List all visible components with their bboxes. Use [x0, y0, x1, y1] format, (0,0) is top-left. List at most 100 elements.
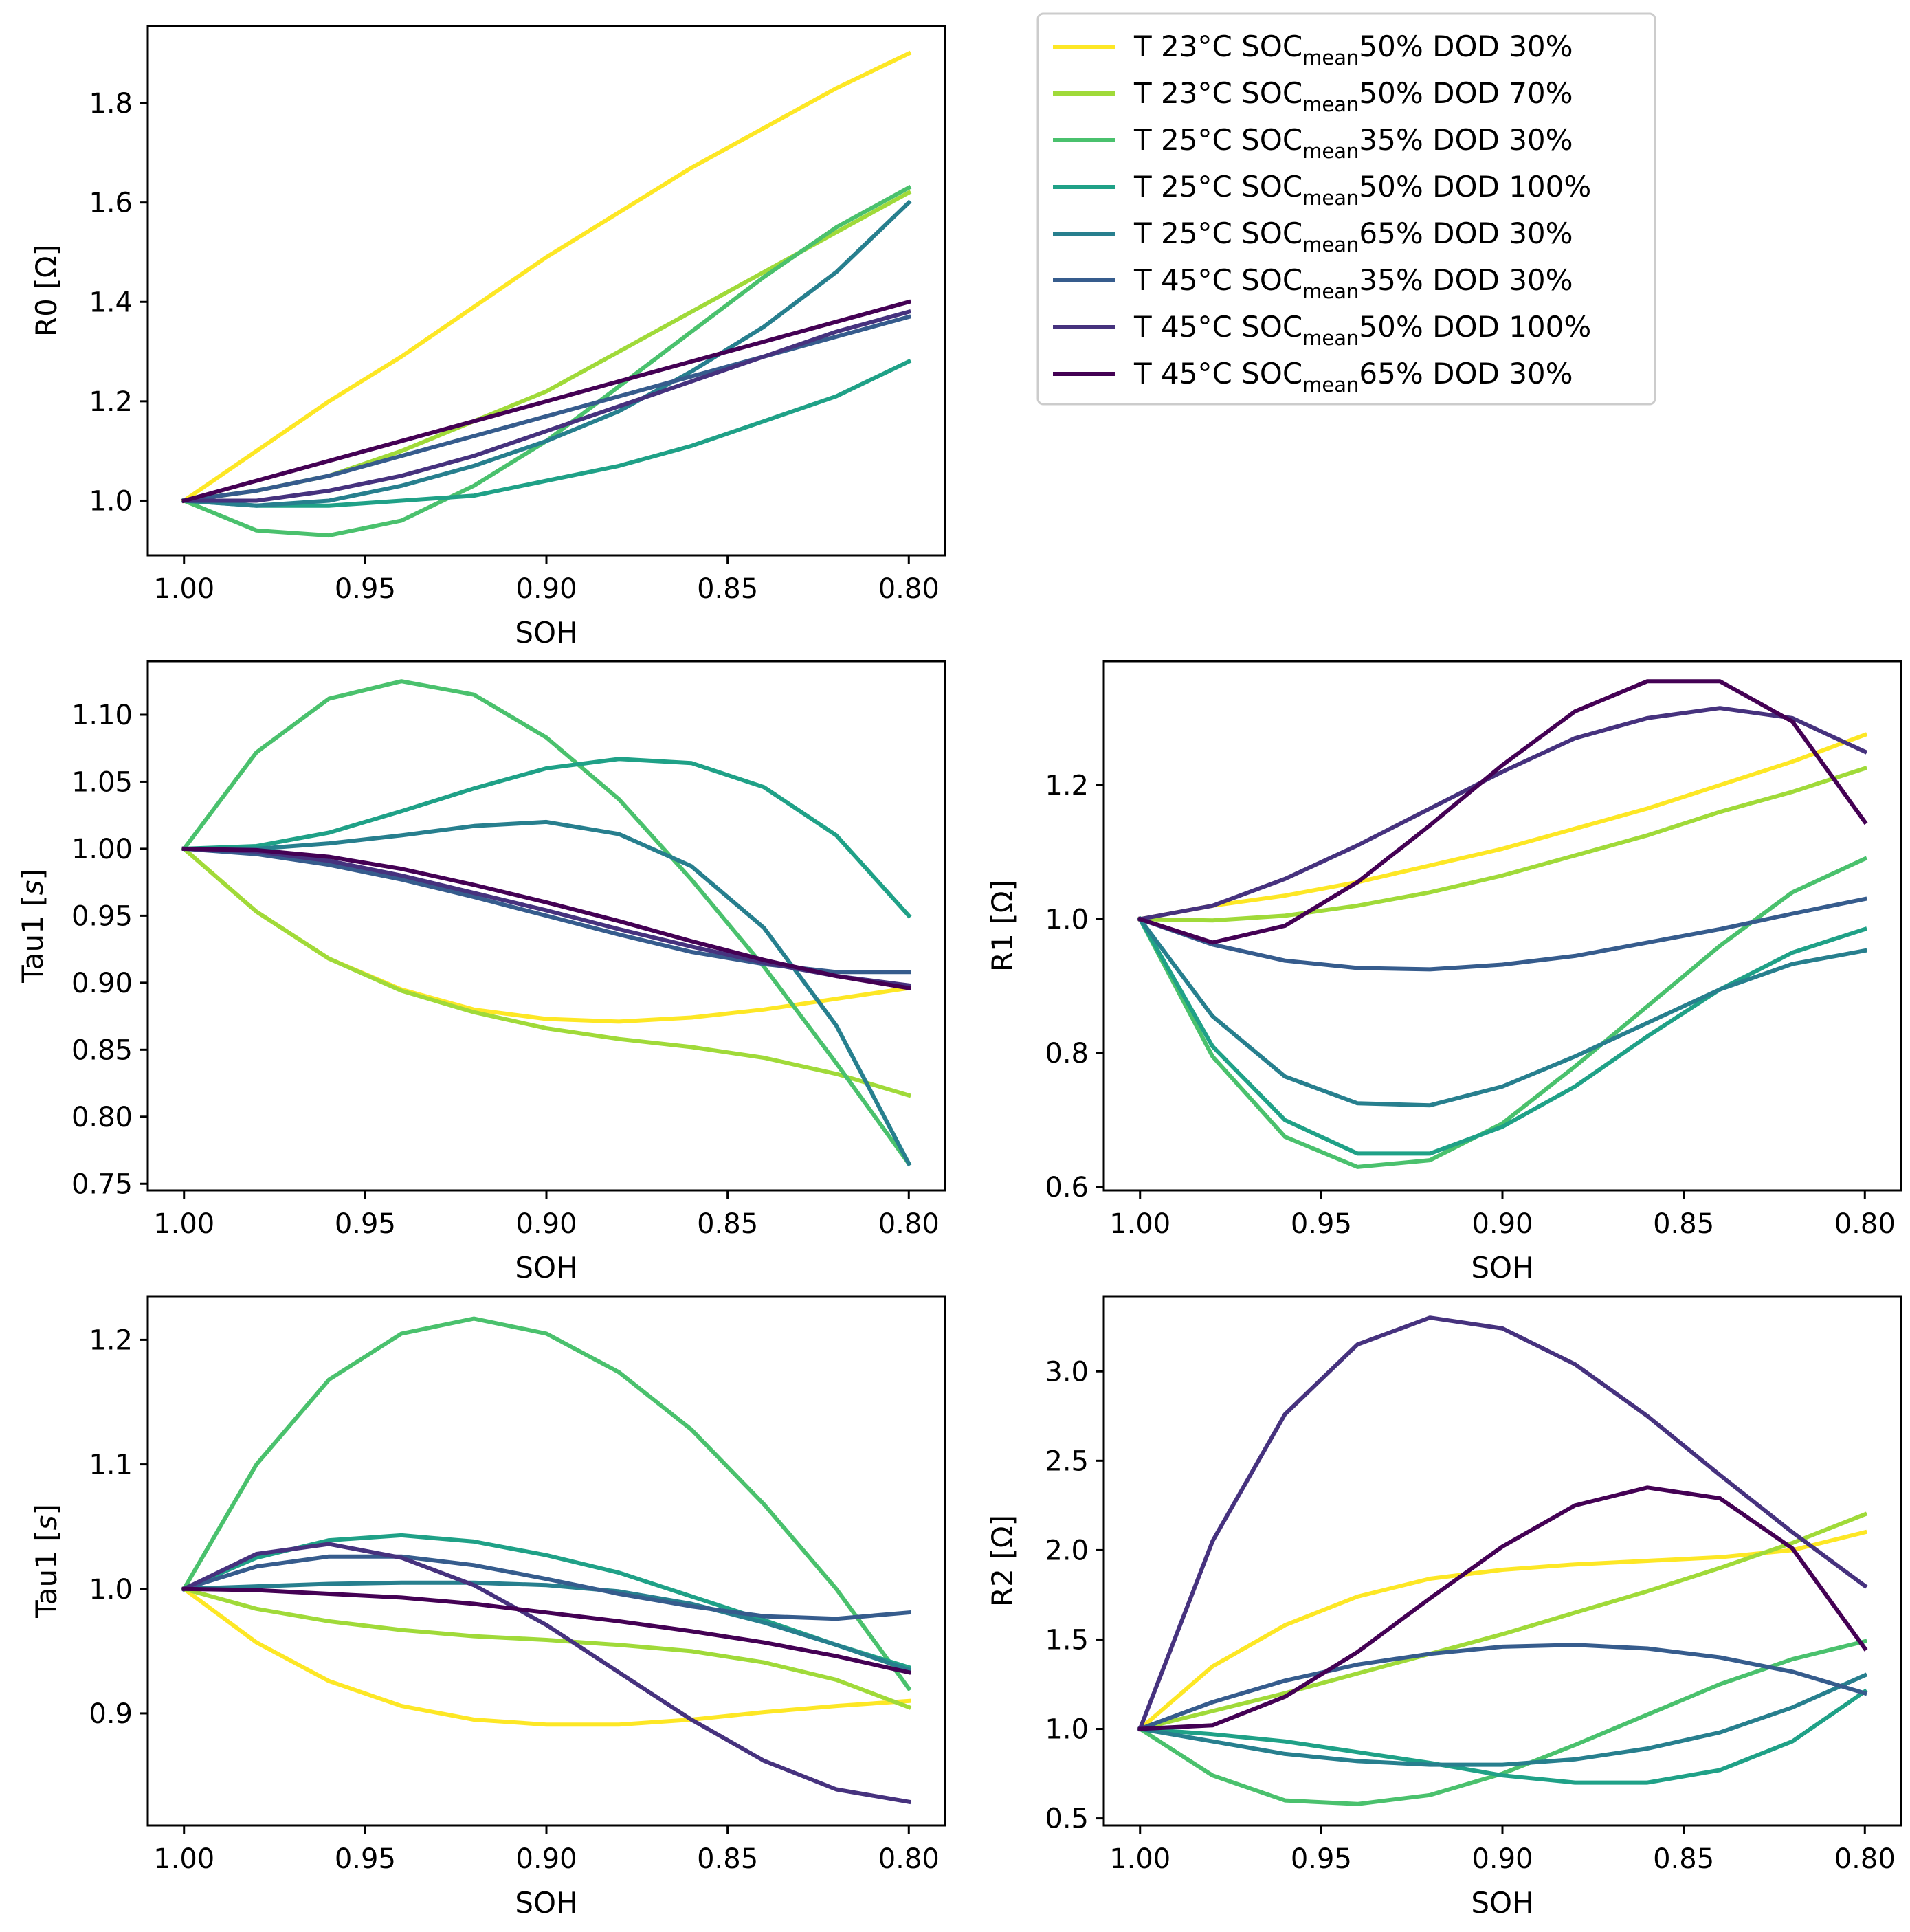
- y-tick-label: 1.1: [89, 1450, 133, 1481]
- x-tick-label: 0.85: [1653, 1208, 1714, 1240]
- legend-entry-1: T 23°C SOCmean50% DOD 30%: [1133, 30, 1573, 69]
- series-line-2: [1137, 1511, 1868, 1732]
- series-line-1: [181, 50, 912, 504]
- series-line-1: [1137, 732, 1868, 922]
- x-tick-label: 0.95: [1291, 1208, 1352, 1240]
- y-tick-label: 0.5: [1045, 1803, 1089, 1835]
- x-tick-label: 1.00: [153, 573, 214, 605]
- x-tick-label: 0.95: [335, 1208, 396, 1240]
- series-line-8: [181, 299, 911, 504]
- chart-panel-tau1: 1.00 0.95 0.90 0.85 0.80 0.75 0.80 0.85 0.90 0.95…: [16, 660, 946, 1285]
- x-tick-label: 1.00: [1109, 1843, 1170, 1875]
- x-tick-label: 0.95: [335, 1843, 396, 1875]
- x-axis-label: SOH: [1471, 1886, 1533, 1920]
- y-tick-label: 1.2: [89, 386, 133, 418]
- series-line-4: [181, 358, 912, 508]
- y-axis-label: R1 [Ω]: [986, 880, 1019, 972]
- x-tick-label: 0.85: [1653, 1843, 1714, 1875]
- y-tick-label: 1.0: [1045, 904, 1089, 935]
- series-line-3: [181, 1316, 912, 1691]
- y-tick-label: 1.05: [71, 766, 133, 798]
- series-line-7: [1137, 1315, 1868, 1732]
- series-line-7: [181, 309, 911, 503]
- y-tick-label: 0.95: [71, 900, 133, 932]
- y-tick-label: 0.6: [1045, 1172, 1089, 1203]
- series-line-7: [181, 1542, 911, 1805]
- x-axis-label: SOH: [515, 1251, 577, 1285]
- y-tick-label: 1.2: [89, 1324, 133, 1356]
- y-tick-label: 1.00: [71, 834, 133, 865]
- legend-frame: [1036, 12, 1656, 406]
- series-line-8: [181, 1586, 911, 1675]
- y-axis-label: Tau1 [s]: [30, 1504, 63, 1619]
- legend-entry-6: T 45°C SOCmean35% DOD 30%: [1133, 263, 1573, 303]
- series-line-4: [181, 757, 912, 919]
- x-axis-label: SOH: [515, 616, 577, 649]
- x-tick-label: 1.00: [153, 1843, 214, 1875]
- series-line-2: [181, 1586, 912, 1710]
- x-tick-label: 0.80: [878, 573, 940, 605]
- x-tick-label: 0.85: [697, 1208, 758, 1240]
- y-axis-label: R0 [Ω]: [30, 245, 63, 337]
- series-line-5: [1137, 916, 1867, 1108]
- series-line-6: [1137, 1643, 1868, 1732]
- y-tick-label: 1.8: [89, 88, 133, 120]
- x-axis-label: SOH: [515, 1886, 577, 1920]
- series-line-5: [1137, 1672, 1868, 1767]
- series-line-4: [1137, 916, 1868, 1156]
- x-tick-label: 0.90: [515, 573, 577, 605]
- x-tick-label: 0.95: [1291, 1843, 1352, 1875]
- series-line-7: [1137, 706, 1868, 922]
- chart-panel-r0: 1.00 0.95 0.90 0.85 0.80 1.0 1.2 1.4 1.6 1.8 SOH R0…: [30, 25, 946, 649]
- legend: T 23°C SOCmean50% DOD 30% T 23°C SOCmean5…: [1036, 12, 1656, 406]
- series-line-8: [181, 846, 911, 991]
- y-tick-label: 0.80: [71, 1102, 133, 1133]
- y-tick-label: 0.90: [71, 968, 133, 999]
- y-tick-label: 0.9: [89, 1698, 133, 1730]
- series-line-5: [181, 1580, 912, 1673]
- y-tick-label: 2.5: [1045, 1445, 1089, 1477]
- series-line-1: [1137, 1529, 1867, 1732]
- x-tick-label: 0.90: [1472, 1843, 1533, 1875]
- series-line-4: [1137, 1688, 1868, 1785]
- x-tick-label: 0.95: [335, 573, 396, 605]
- y-tick-label: 0.75: [71, 1168, 133, 1200]
- plot-frame: [146, 1295, 946, 1827]
- y-tick-label: 3.0: [1045, 1356, 1089, 1388]
- y-axis-label: R2 [Ω]: [986, 1515, 1019, 1607]
- y-tick-label: 1.2: [1045, 770, 1089, 801]
- series-line-5: [181, 819, 912, 1167]
- series-line-3: [1137, 856, 1868, 1169]
- plot-frame: [146, 660, 946, 1192]
- x-tick-label: 0.85: [697, 1843, 758, 1875]
- series-line-5: [181, 199, 912, 508]
- y-tick-label: 1.0: [89, 1574, 133, 1606]
- x-tick-label: 1.00: [1109, 1208, 1170, 1240]
- series-line-8: [1137, 1485, 1868, 1731]
- series-line-2: [1137, 766, 1868, 923]
- series-line-1: [181, 1586, 911, 1727]
- legend-entry-4: T 25°C SOCmean50% DOD 100%: [1133, 170, 1591, 210]
- y-tick-label: 1.0: [1045, 1714, 1089, 1746]
- legend-entry-7: T 45°C SOCmean50% DOD 100%: [1133, 310, 1591, 350]
- series-line-6: [1137, 896, 1867, 972]
- legend-entry-3: T 25°C SOCmean35% DOD 30%: [1133, 123, 1573, 163]
- series-line-2: [181, 845, 912, 1098]
- x-tick-label: 0.80: [1834, 1843, 1896, 1875]
- x-tick-label: 0.85: [697, 573, 758, 605]
- series-line-6: [181, 1554, 911, 1621]
- series-line-3: [181, 679, 912, 1167]
- y-axis-label: Tau1 [s]: [16, 869, 49, 984]
- x-tick-label: 0.90: [515, 1208, 577, 1240]
- y-tick-label: 1.6: [89, 188, 133, 219]
- y-tick-label: 0.8: [1045, 1038, 1089, 1069]
- chart-panel-r2: 1.00 0.95 0.90 0.85 0.80 0.5 1.0 1.5 2.0 2.5 3.0 SO…: [986, 1295, 1902, 1920]
- series-line-8: [1137, 679, 1868, 945]
- legend-entry-2: T 23°C SOCmean50% DOD 70%: [1133, 76, 1573, 116]
- x-tick-label: 1.00: [153, 1208, 214, 1240]
- legend-entry-8: T 45°C SOCmean65% DOD 30%: [1133, 357, 1573, 397]
- y-tick-label: 0.85: [71, 1034, 133, 1066]
- legend-entry-5: T 25°C SOCmean65% DOD 30%: [1133, 216, 1573, 256]
- y-tick-label: 1.10: [71, 700, 133, 731]
